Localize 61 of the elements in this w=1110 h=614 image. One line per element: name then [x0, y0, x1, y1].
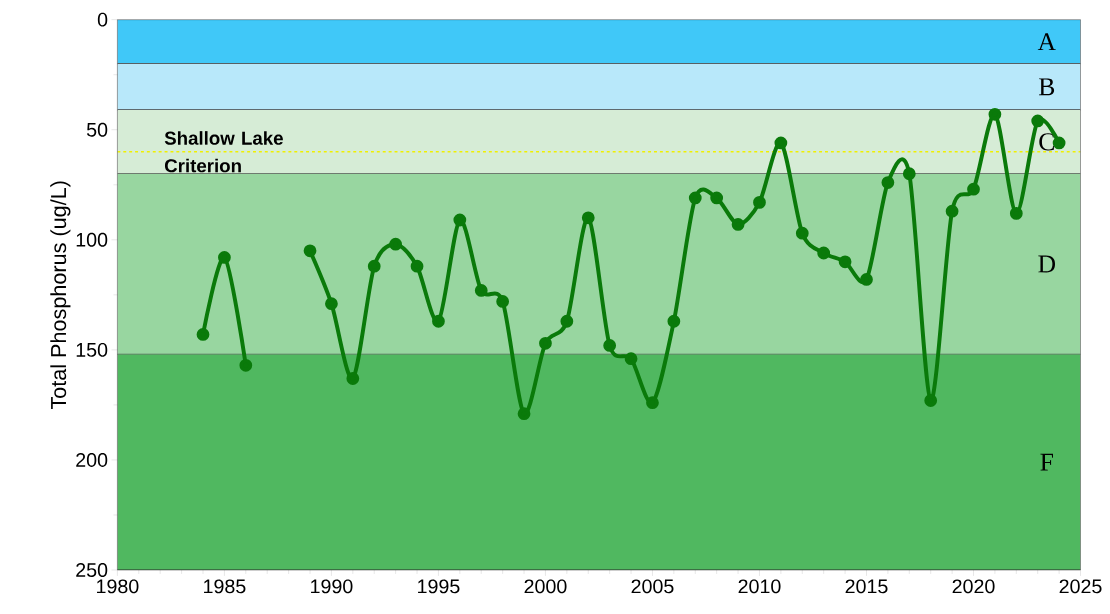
- point: [432, 314, 445, 328]
- point: [474, 283, 488, 297]
- point: [239, 358, 253, 372]
- x-tick-label: 2010: [738, 579, 781, 594]
- band-label: F: [1040, 453, 1053, 471]
- point: [667, 314, 681, 328]
- y-tick-label: 100: [76, 232, 108, 247]
- point: [967, 182, 980, 196]
- y-tick-label: 150: [76, 342, 108, 357]
- point: [539, 336, 552, 350]
- x-tick-label: 2025: [1059, 579, 1102, 594]
- x-tick-label: 1995: [418, 579, 460, 594]
- point: [817, 246, 831, 260]
- band-label: A: [1037, 33, 1056, 50]
- band-label: B: [1039, 78, 1055, 96]
- y-axis-title: Total Phosphorus (ug/L): [50, 181, 71, 410]
- point: [753, 195, 766, 209]
- point: [603, 338, 617, 352]
- point: [624, 352, 638, 365]
- band-label: D: [1038, 255, 1056, 273]
- y-tick-label: 200: [76, 452, 108, 467]
- point: [560, 314, 574, 328]
- point: [1009, 206, 1023, 220]
- point: [367, 259, 381, 273]
- ref-line-label: Shallow Lake Criterion: [164, 131, 283, 173]
- point: [453, 213, 467, 227]
- x-tick-label: 1990: [311, 579, 353, 594]
- band-label: C: [1039, 133, 1054, 151]
- point: [581, 211, 595, 225]
- point: [902, 167, 916, 181]
- x-tick-label: 2005: [631, 579, 674, 594]
- point: [496, 294, 510, 308]
- point: [303, 244, 317, 258]
- point: [218, 250, 231, 264]
- point: [710, 191, 724, 205]
- point: [860, 272, 873, 286]
- point: [731, 217, 745, 231]
- point: [410, 259, 424, 273]
- point: [988, 107, 1002, 121]
- point: [646, 396, 659, 409]
- point: [196, 327, 210, 341]
- point: [795, 226, 809, 240]
- point: [325, 297, 338, 310]
- point: [945, 204, 959, 218]
- point: [924, 394, 938, 407]
- point: [688, 191, 702, 205]
- point: [517, 407, 531, 420]
- point: [774, 136, 788, 150]
- y-tick-label: 250: [76, 562, 108, 577]
- point: [389, 237, 403, 251]
- point: [346, 371, 360, 385]
- point: [881, 176, 895, 189]
- x-tick-label: 1980: [97, 579, 139, 594]
- y-tick-label: 50: [86, 122, 108, 137]
- point: [1031, 114, 1045, 128]
- x-tick-label: 2020: [952, 579, 995, 594]
- x-tick-label: 2015: [845, 579, 888, 594]
- x-tick-label: 1985: [204, 579, 246, 594]
- x-tick-label: 2000: [524, 579, 567, 594]
- point: [838, 255, 852, 269]
- y-tick-label: 0: [97, 12, 108, 27]
